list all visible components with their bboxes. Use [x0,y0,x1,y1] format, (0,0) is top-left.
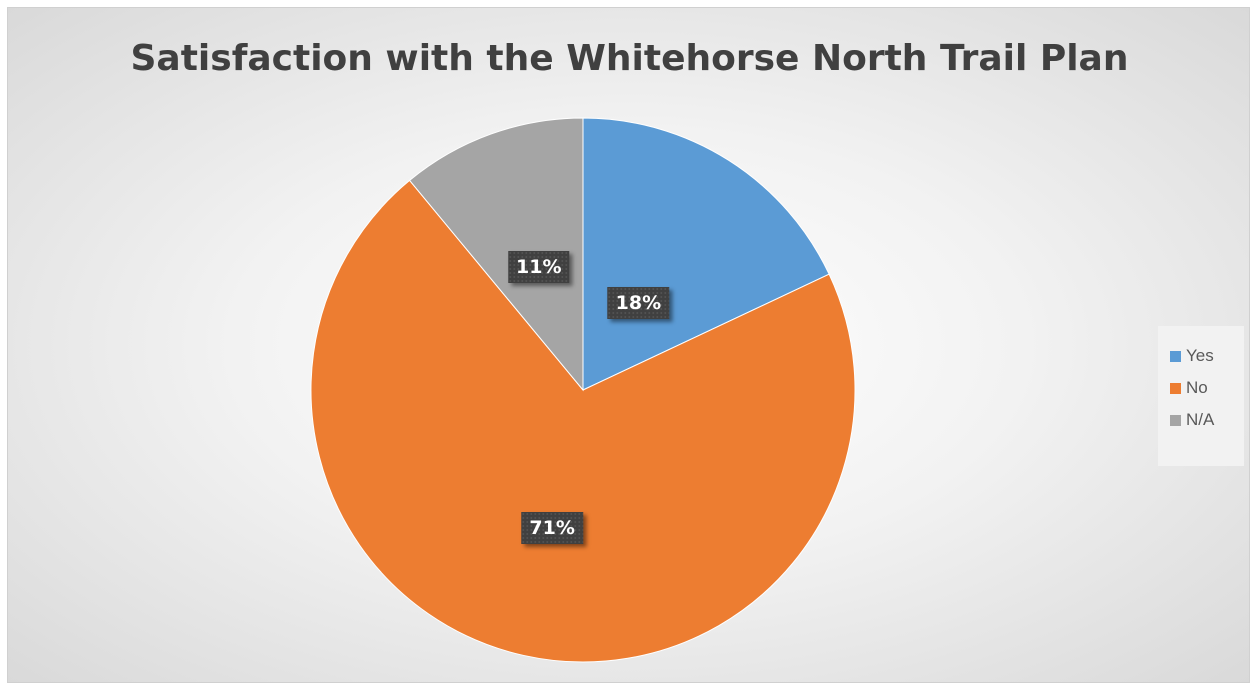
legend-label-na: N/A [1186,410,1215,429]
legend-item-yes: Yes [1170,340,1244,372]
legend-swatch-yes [1170,350,1181,362]
legend: Yes No N/A [1158,326,1244,466]
data-label-na: 11% [508,251,570,284]
data-label-yes: 18% [607,286,670,319]
chart-title: Satisfaction with the Whitehorse North T… [130,38,1129,79]
legend-label-yes: Yes [1186,346,1214,365]
pie-chart [310,117,856,663]
data-label-no: 71% [521,512,583,545]
legend-swatch-na [1170,414,1181,426]
legend-swatch-no [1170,382,1181,394]
legend-label-no: No [1186,378,1208,397]
legend-item-na: N/A [1170,404,1244,436]
pie-slice-na [408,117,584,392]
chart-area: Satisfaction with the Whitehorse North T… [7,7,1250,683]
pie-slice-no [310,179,856,663]
legend-item-no: No [1170,372,1244,404]
pie-slice-yes [582,117,830,391]
